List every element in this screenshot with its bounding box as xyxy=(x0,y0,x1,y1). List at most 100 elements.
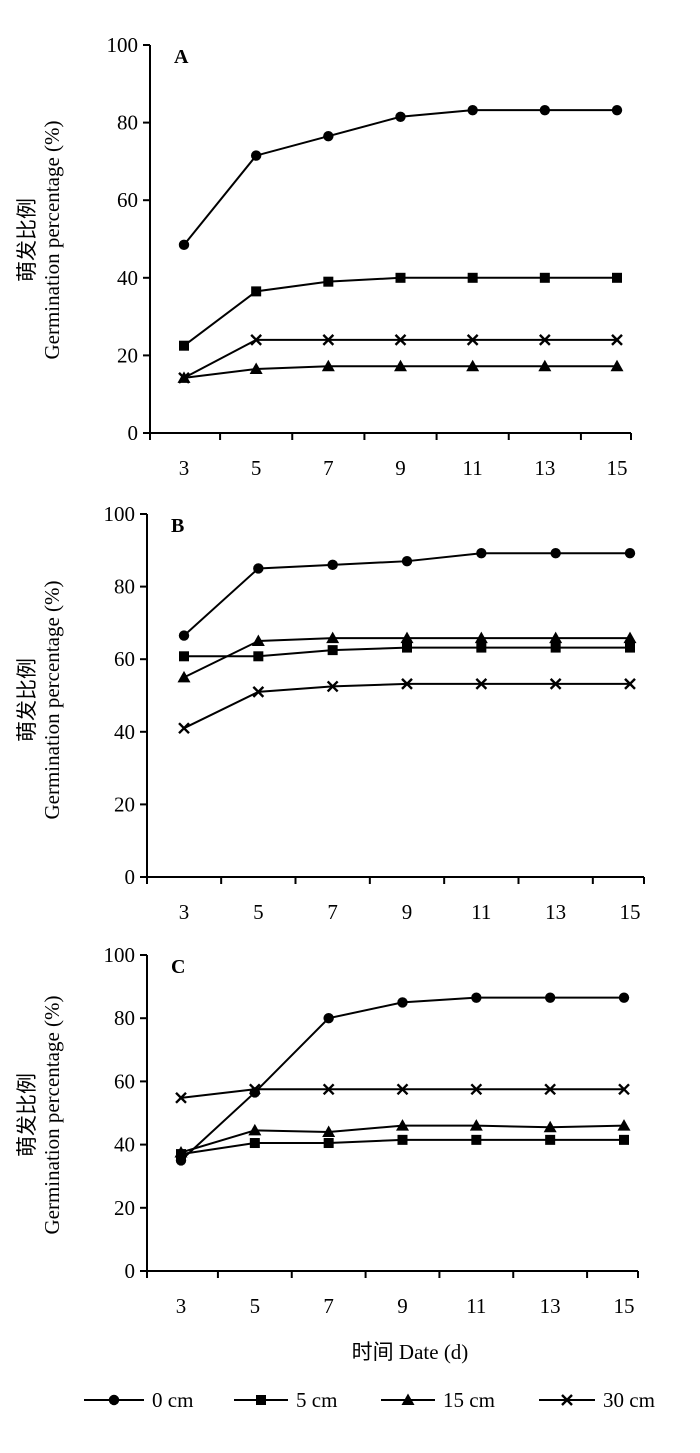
y-tick-label: 0 xyxy=(125,1259,136,1283)
x-marker-stroke xyxy=(544,1083,557,1096)
data-point xyxy=(543,1120,557,1133)
panel-label: A xyxy=(174,46,189,68)
data-point xyxy=(475,678,488,690)
data-point xyxy=(549,631,563,644)
panel-label: C xyxy=(171,956,185,978)
data-point xyxy=(175,1091,187,1104)
data-point xyxy=(549,678,562,690)
data-point xyxy=(323,1013,334,1024)
data-point xyxy=(471,992,482,1003)
data-point xyxy=(179,340,189,351)
y-tick-label: 40 xyxy=(117,266,138,290)
series-30-cm xyxy=(175,1083,630,1104)
x-marker-stroke xyxy=(326,680,339,693)
x-tick-label: 13 xyxy=(540,1294,561,1318)
x-tick-label: 3 xyxy=(179,456,190,480)
y-tick-label: 60 xyxy=(114,647,135,671)
data-point xyxy=(327,559,338,571)
data-point xyxy=(179,651,189,662)
legend-item: 15 cm xyxy=(381,1388,495,1412)
y-axis-title-cn: 萌发比例 xyxy=(15,198,39,282)
data-point xyxy=(544,992,556,1003)
legend-marker xyxy=(256,1395,266,1405)
x-marker-stroke xyxy=(624,678,636,690)
x-tick-label: 5 xyxy=(250,1294,261,1318)
panel-c: 0 20 40 60 80 100 3 5 7 9 11 13 15 C 萌发比例 Germination p… xyxy=(15,943,639,1364)
data-point xyxy=(611,334,623,346)
x-tick-label: 7 xyxy=(323,1294,334,1318)
legend-label: 5 cm xyxy=(296,1388,337,1412)
x-tick-label: 15 xyxy=(607,456,628,480)
x-tick-label: 7 xyxy=(327,900,338,924)
x-marker-stroke xyxy=(178,722,190,735)
y-axis-title-en: Germination percentage (%) xyxy=(40,995,64,1234)
legend: 0 cm 5 cm 15 cm 30 cm xyxy=(84,1388,655,1412)
data-point xyxy=(323,276,334,287)
data-point xyxy=(545,1134,556,1145)
x-marker-stroke xyxy=(394,334,407,346)
legend-marker xyxy=(108,1394,120,1406)
y-axis-title: 萌发比例 Germination percentage (%) xyxy=(15,995,64,1234)
data-point xyxy=(474,631,488,644)
x-tick-label: 11 xyxy=(463,456,483,480)
series-30-cm xyxy=(178,678,636,735)
series-15-cm xyxy=(174,1119,631,1158)
x-marker-stroke xyxy=(611,334,623,346)
legend-item: 30 cm xyxy=(539,1388,655,1412)
data-point xyxy=(611,104,623,116)
data-point xyxy=(618,1083,630,1096)
data-point xyxy=(248,1083,261,1096)
x-marker-stroke xyxy=(252,686,265,698)
x-marker-stroke xyxy=(175,1091,187,1104)
y-axis-title-cn: 萌发比例 xyxy=(15,658,39,742)
x-tick-label: 9 xyxy=(395,456,406,480)
x-marker-stroke xyxy=(178,372,190,384)
data-point xyxy=(624,678,636,690)
data-point xyxy=(402,642,412,653)
series-5-cm xyxy=(179,642,635,662)
data-point xyxy=(550,548,561,559)
x-tick-label: 7 xyxy=(323,456,334,480)
y-tick-label: 20 xyxy=(114,1196,135,1220)
y-axis-title-en: Germination percentage (%) xyxy=(40,580,64,819)
data-point xyxy=(253,651,264,662)
data-point xyxy=(396,1083,409,1096)
x-tick-label: 5 xyxy=(253,900,264,924)
data-point xyxy=(326,680,339,693)
data-point xyxy=(538,334,551,346)
data-point xyxy=(544,1083,557,1096)
x-marker-stroke xyxy=(538,334,551,346)
series-30-cm xyxy=(178,334,623,384)
x-tick-label: 9 xyxy=(397,1294,408,1318)
y-tick-label: 20 xyxy=(117,343,138,367)
data-point xyxy=(248,1123,262,1136)
data-point xyxy=(253,563,264,574)
y-tick-label: 80 xyxy=(114,575,135,599)
data-point xyxy=(249,1138,260,1149)
data-point xyxy=(476,548,487,559)
series-line xyxy=(183,276,617,347)
x-marker-stroke xyxy=(466,334,479,346)
data-point xyxy=(327,645,338,656)
data-point xyxy=(401,555,413,567)
data-point xyxy=(467,272,478,283)
data-point xyxy=(467,104,478,116)
x-tick-label: 11 xyxy=(466,1294,486,1318)
panel-b: 0 20 40 60 80 100 3 5 7 9 11 13 15 B 萌发比例 Germination p… xyxy=(15,502,645,924)
x-tick-label: 5 xyxy=(251,456,262,480)
data-point xyxy=(326,631,340,644)
x-marker-stroke xyxy=(250,334,263,346)
x-marker-stroke xyxy=(549,678,562,690)
data-point xyxy=(539,272,550,283)
legend-item: 5 cm xyxy=(234,1388,337,1412)
y-tick-label: 0 xyxy=(128,421,139,445)
data-point xyxy=(623,631,637,644)
data-point xyxy=(322,334,335,346)
y-tick-label: 60 xyxy=(117,188,138,212)
data-point xyxy=(177,670,191,683)
x-marker-stroke xyxy=(322,334,335,346)
data-point xyxy=(250,334,263,346)
series-line xyxy=(183,682,630,730)
data-point xyxy=(397,1134,408,1145)
data-point xyxy=(612,272,622,283)
